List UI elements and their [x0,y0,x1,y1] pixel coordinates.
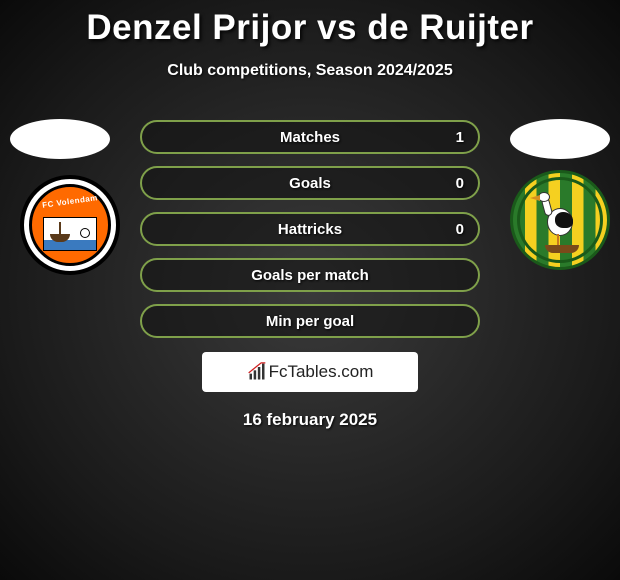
stat-label: Min per goal [266,313,354,330]
stat-row-min-per-goal: Min per goal [140,304,480,338]
stat-row-hattricks: Hattricks 0 [140,212,480,246]
date-text: 16 february 2025 [0,410,620,430]
stat-row-goals: Goals 0 [140,166,480,200]
player-right-avatar-placeholder [510,119,610,159]
club-badge-left: FC Volendam [20,175,120,275]
page-title: Denzel Prijor vs de Ruijter [0,0,620,48]
bar-chart-icon [247,362,267,382]
stat-row-goals-per-match: Goals per match [140,258,480,292]
club-badge-left-text: FC Volendam [42,193,99,210]
brand-text: FcTables.com [269,362,374,382]
brand-box: FcTables.com [202,352,418,392]
stat-label: Goals per match [251,267,369,284]
stat-label: Matches [280,129,340,146]
stat-label: Hattricks [278,221,342,238]
stat-value: 1 [456,129,464,146]
club-badge-right [510,170,610,270]
stat-label: Goals [289,175,331,192]
player-left-avatar-placeholder [10,119,110,159]
subtitle: Club competitions, Season 2024/2025 [0,62,620,80]
club-badge-left-scene [43,217,97,251]
stork-icon [535,190,585,250]
stat-value: 0 [456,221,464,238]
stat-row-matches: Matches 1 [140,120,480,154]
stat-value: 0 [456,175,464,192]
